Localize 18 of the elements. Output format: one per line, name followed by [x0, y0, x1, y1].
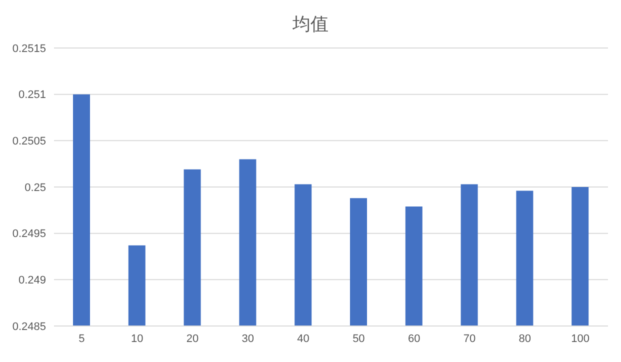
y-tick-label: 0.251 [18, 89, 46, 102]
x-tick-label: 30 [242, 332, 254, 345]
y-tick-label: 0.249 [18, 274, 46, 287]
y-tick-label: 0.25 [24, 182, 46, 194]
y-tick-label: 0.2485 [12, 320, 46, 333]
x-tick-label: 20 [186, 332, 199, 345]
y-tick-label: 0.2495 [12, 228, 46, 240]
x-tick-label: 5 [78, 332, 85, 345]
y-tick-label: 0.2515 [12, 42, 46, 55]
x-tick-label: 10 [130, 332, 144, 345]
x-tick-label: 100 [571, 332, 590, 345]
chart-title: 均值 [292, 13, 330, 36]
x-tick-label: 60 [408, 332, 420, 345]
x-tick-label: 80 [518, 332, 532, 345]
x-tick-label: 50 [352, 332, 365, 345]
x-tick-label: 70 [463, 332, 476, 345]
y-tick-label: 0.2505 [12, 136, 46, 148]
x-tick-label: 40 [297, 332, 310, 345]
